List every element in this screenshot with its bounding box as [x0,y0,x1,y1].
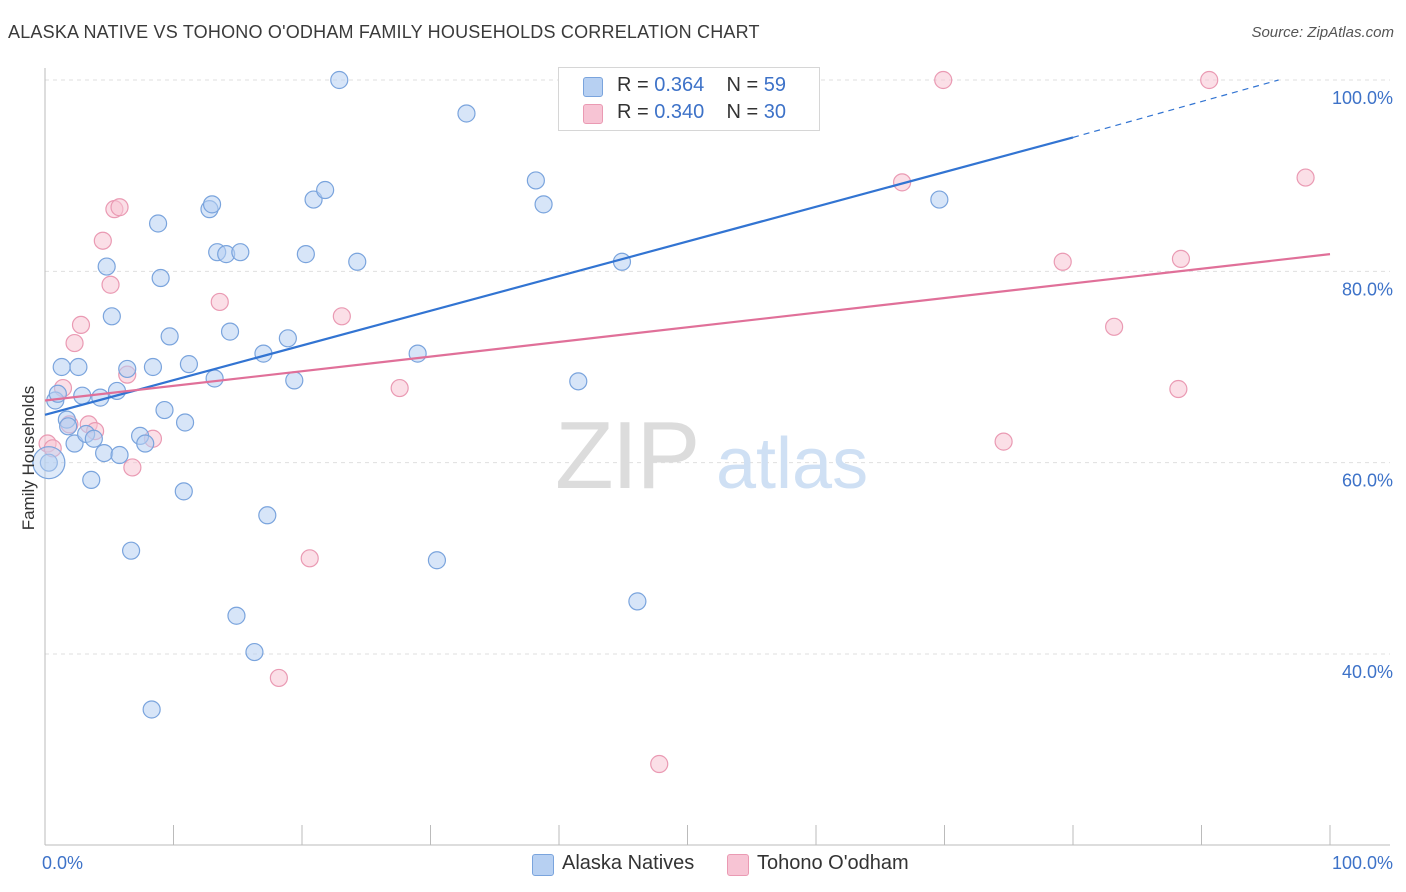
tohono-point [332,307,351,326]
tohono-point [994,432,1013,451]
series-swatch-tohono [727,854,749,876]
y-tick-label: 80.0% [1342,279,1393,299]
grid-lines [45,79,1390,655]
alaska-point [142,700,161,719]
alaska-point [245,642,264,662]
alaska-trend-line [44,136,1074,416]
tohono-point [210,292,229,312]
watermark-atlas: atlas [716,424,868,504]
alaska-point [69,357,88,377]
alaska-point [39,453,58,472]
alaska-point [121,541,141,560]
tohono-point [934,70,953,90]
tohono-point [101,275,120,294]
tohono-point [1105,317,1124,336]
alaska-point [278,329,297,348]
tohono-point [1296,168,1315,187]
stats-legend: R = 0.364 N = 59 R = 0.340 N = 30 [558,67,820,131]
alaska-point [457,104,476,123]
alaska-point [52,357,71,377]
alaska-point [175,413,195,432]
alaska-point [118,359,137,379]
legend-r-value-tohono: 0.340 [654,101,705,123]
alaska-point [285,371,304,390]
legend-r-label: R = [617,101,649,123]
data-points [32,70,1315,774]
legend-swatch-alaska [583,77,603,97]
tohono-point [93,231,112,250]
tohono-point [390,378,409,398]
tohono-point [71,315,91,335]
legend-n-value-tohono: 30 [763,101,787,123]
alaska-point [330,70,349,90]
tohono-point [123,458,142,477]
tohono-point [65,333,84,353]
alaska-point [202,195,222,214]
y-tick-label: 40.0% [1342,662,1393,682]
alaska-point [231,243,250,262]
x-tick-label: 0.0% [42,853,83,873]
alaska-point [296,245,315,264]
alaska-point [628,592,647,611]
x-tick-label: 100.0% [1332,853,1393,873]
alaska-point [95,444,114,463]
series-legend: Alaska Natives Tohono O'odham [0,852,1406,878]
legend-r-value-alaska: 0.364 [654,74,705,96]
series-name-alaska: Alaska Natives [562,852,695,874]
alaska-point [348,252,367,271]
alaska-point [534,195,553,214]
alaska-point [59,417,78,436]
legend-n-value-alaska: 59 [763,74,787,96]
alaska-point [205,369,224,388]
alaska-point [316,180,335,200]
alaska-point [97,257,116,276]
alaska-point [569,372,588,391]
alaska-point [427,551,447,570]
source-label: Source: ZipAtlas.com [1251,24,1394,41]
alaska-point [143,357,163,377]
alaska-point [110,445,129,465]
alaska-point [151,268,170,288]
tohono-point [300,549,319,568]
legend-n-label: N = [726,74,759,96]
alaska-point-large [32,446,66,480]
watermark-zip: ZIP [555,402,698,509]
alaska-trend-extension [1072,79,1279,138]
series-name-tohono: Tohono O'odham [757,852,909,874]
legend-r-label: R = [617,74,649,96]
tohono-trend-line [44,253,1331,402]
alaska-point [102,307,121,326]
y-tick-label: 100.0% [1332,88,1393,108]
tohono-point [269,668,288,688]
alaska-point [227,606,246,625]
tohono-point [1053,252,1072,271]
tohono-point [1169,379,1188,399]
alaska-point [155,400,174,420]
alaska-point [148,214,168,233]
tohono-point [650,754,669,774]
alaska-point [160,327,179,346]
alaska-point [526,171,545,190]
alaska-point [220,322,240,341]
alaska-point [136,434,155,453]
y-tick-label: 60.0% [1342,471,1393,491]
alaska-point [82,470,101,489]
legend-swatch-tohono [583,104,603,124]
alaska-point [258,506,277,525]
y-axis-label: Family Households [19,386,38,531]
tohono-point [1171,249,1191,268]
trend-lines [44,79,1331,416]
tohono-point [1200,70,1219,90]
tick-labels: 40.0% 60.0% 80.0% 100.0% 0.0% 100.0% [42,88,1393,873]
tohono-point [110,198,129,217]
series-swatch-alaska [532,854,554,876]
alaska-point [930,190,949,209]
chart-title: ALASKA NATIVE VS TOHONO O'ODHAM FAMILY H… [8,22,760,42]
alaska-point [84,429,103,448]
alaska-point [174,482,193,501]
alaska-point [179,355,199,374]
legend-n-label: N = [726,101,759,123]
watermark: ZIP atlas [555,402,868,509]
